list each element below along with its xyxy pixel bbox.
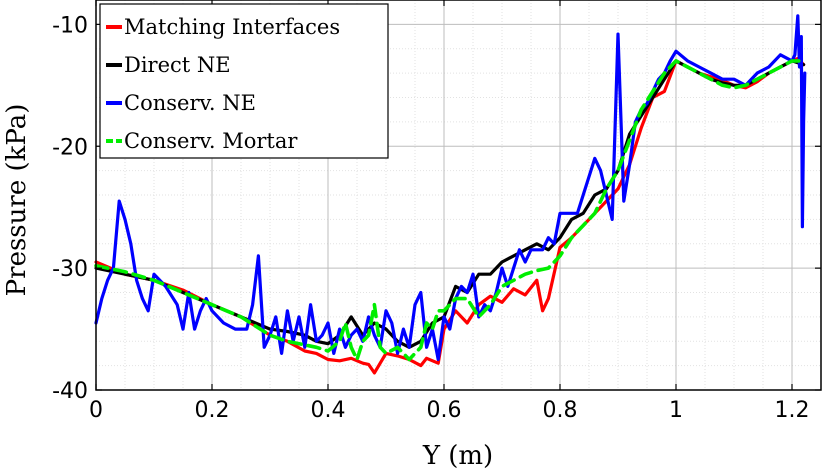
y-tick-label: -40: [52, 379, 88, 404]
legend: Matching Interfaces Direct NE Conserv. NE C…: [99, 3, 389, 159]
x-axis-title: Y (m): [422, 441, 493, 471]
y-tick-label: -30: [52, 257, 88, 282]
x-tick-label: 0.2: [195, 398, 230, 423]
y-axis-title: Pressure (kPa): [2, 104, 32, 297]
axis-ticks: 0 0.2 0.4 0.6 0.8 1 1.2 -40 -30 -20 -10: [52, 0, 821, 423]
series-line-conserv-mortar: [94, 59, 806, 362]
y-tick-label: -10: [52, 13, 88, 38]
legend-label: Matching Interfaces: [124, 15, 340, 39]
legend-label: Direct NE: [124, 53, 231, 77]
x-tick-label: 0.4: [311, 398, 346, 423]
y-tick-label: -20: [52, 135, 88, 160]
legend-box: [99, 3, 389, 159]
x-tick-label: 0.8: [543, 398, 578, 423]
x-tick-label: 0: [89, 398, 103, 423]
x-tick-label: 0.6: [427, 398, 462, 423]
x-tick-label: 1.2: [775, 398, 810, 423]
legend-label: Conserv. Mortar: [124, 129, 298, 153]
x-tick-label: 1: [669, 398, 683, 423]
series-layer: [94, 14, 807, 375]
plot-frame: [95, 0, 822, 391]
series-line-conserv-ne: [94, 14, 807, 362]
legend-label: Conserv. NE: [124, 91, 256, 115]
